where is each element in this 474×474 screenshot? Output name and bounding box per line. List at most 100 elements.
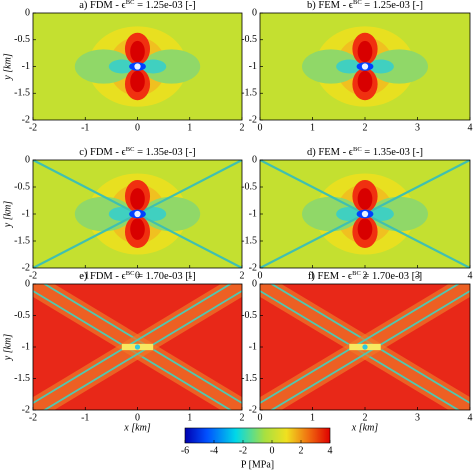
x-tick-label: 0 — [135, 412, 140, 423]
title-part: e) FDM - ϵ — [79, 271, 126, 282]
panel-title: a) FDM - ϵBC = 1.25e-03 [-] — [79, 0, 196, 11]
x-tick-label: 1 — [187, 122, 192, 133]
x-tick-label: 4 — [468, 270, 473, 281]
y-tick-label: -1.5 — [14, 88, 30, 99]
x-axis-label: x [km] — [123, 422, 150, 433]
y-tick-label: -2 — [22, 114, 30, 125]
y-tick-label: -1.5 — [241, 88, 257, 99]
shear-band — [269, 290, 470, 410]
colorbar-tick-label: 0 — [270, 445, 275, 456]
x-tick-label: 1 — [187, 412, 192, 423]
y-tick-label: 0 — [252, 154, 257, 165]
title-part: c) FDM - ϵ — [79, 147, 126, 158]
panel-title: f) FEM - ϵBC = 1.70e-03 [-] — [308, 270, 422, 282]
field-lobe — [302, 49, 360, 84]
field-lobe — [74, 49, 133, 84]
x-tick-label: 3 — [415, 412, 420, 423]
panel-title: b) FEM - ϵBC = 1.25e-03 [-] — [307, 0, 423, 11]
pressure-field — [260, 160, 470, 268]
colorbar-tick-label: -4 — [210, 445, 218, 456]
field-lobe — [370, 196, 428, 232]
y-tick-label: -0.5 — [241, 310, 257, 321]
field-lobe — [367, 59, 394, 74]
field-lobe — [130, 70, 145, 93]
panel-title: d) FEM - ϵBC = 1.35e-03 [-] — [307, 146, 423, 158]
y-tick-label: -1 — [22, 208, 30, 219]
y-tick-label: -1.5 — [14, 235, 30, 246]
field-lobe — [302, 196, 360, 232]
x-tick-label: -2 — [29, 122, 37, 133]
x-tick-label: 1 — [187, 270, 192, 281]
colorbar-tick-label: 4 — [328, 445, 333, 456]
x-tick-label: -1 — [81, 270, 89, 281]
y-tick-label: -1 — [22, 61, 30, 72]
field-lobe — [357, 218, 373, 240]
shear-band — [260, 284, 461, 404]
y-tick-label: -1.5 — [241, 373, 257, 384]
x-tick-label: 4 — [468, 412, 473, 423]
title-part: BC — [352, 270, 361, 277]
field-lobe — [142, 49, 201, 84]
y-tick-label: -0.5 — [241, 181, 257, 192]
x-axis-label: x [km] — [351, 422, 378, 433]
pressure-field — [260, 284, 470, 410]
field-lobe — [130, 40, 145, 63]
x-tick-label: 1 — [310, 270, 315, 281]
shear-band — [42, 290, 242, 410]
field-lobe — [130, 218, 145, 240]
x-tick-label: 0 — [135, 270, 140, 281]
title-part: BC — [353, 0, 362, 6]
y-tick-label: 0 — [25, 7, 30, 18]
y-tick-label: -0.5 — [241, 34, 257, 45]
field-lobe — [357, 70, 373, 93]
x-tick-label: -2 — [29, 270, 37, 281]
field-lobe — [336, 59, 363, 74]
field-lobe — [108, 59, 135, 74]
y-tick-label: 0 — [252, 278, 257, 289]
title-part: a) FDM - ϵ — [79, 0, 126, 11]
pressure-field — [33, 160, 242, 268]
field-lobe — [130, 188, 145, 210]
y-tick-label: -2 — [249, 114, 257, 125]
x-tick-label: -2 — [29, 412, 37, 423]
x-tick-label: -1 — [81, 122, 89, 133]
title-part: b) FEM - ϵ — [307, 0, 354, 11]
title-part: f) FEM - ϵ — [308, 271, 353, 282]
y-tick-label: -0.5 — [14, 181, 30, 192]
x-tick-label: 2 — [363, 412, 368, 423]
panel-title: e) FDM - ϵBC = 1.70e-03 [-] — [79, 270, 196, 282]
title-part: BC — [126, 0, 135, 6]
title-part: = 1.25e-03 [-] — [134, 0, 195, 11]
pressure-field — [33, 284, 242, 410]
x-tick-label: 0 — [135, 122, 140, 133]
y-tick-label: -2 — [249, 262, 257, 273]
field-lobe — [142, 196, 201, 232]
x-tick-label: 2 — [363, 122, 368, 133]
y-tick-label: -0.5 — [14, 34, 30, 45]
y-tick-label: -1 — [249, 61, 257, 72]
y-axis-label: y [km] — [2, 201, 13, 228]
title-part: = 1.25e-03 [-] — [362, 0, 423, 11]
colorbar-label: P [MPa] — [241, 459, 274, 470]
field-lobe — [357, 40, 373, 63]
field-lobe — [140, 59, 167, 74]
cavity — [362, 344, 368, 350]
title-part: = 1.35e-03 [-] — [134, 147, 195, 158]
x-tick-label: 1 — [310, 412, 315, 423]
x-tick-label: 2 — [363, 270, 368, 281]
x-tick-label: 0 — [258, 122, 263, 133]
colorbar-tick-label: -2 — [239, 445, 247, 456]
colorbar-tick-label: -6 — [181, 445, 189, 456]
cavity — [134, 63, 141, 70]
y-tick-label: 0 — [25, 154, 30, 165]
colorbar-tick-label: 2 — [299, 445, 304, 456]
title-part: d) FEM - ϵ — [307, 147, 354, 158]
x-tick-label: 2 — [240, 122, 245, 133]
cavity — [361, 63, 369, 70]
y-tick-label: 0 — [252, 7, 257, 18]
title-part: = 1.35e-03 [-] — [362, 147, 423, 158]
field-lobe — [370, 49, 428, 84]
y-tick-label: -1 — [249, 208, 257, 219]
x-tick-label: 3 — [415, 270, 420, 281]
